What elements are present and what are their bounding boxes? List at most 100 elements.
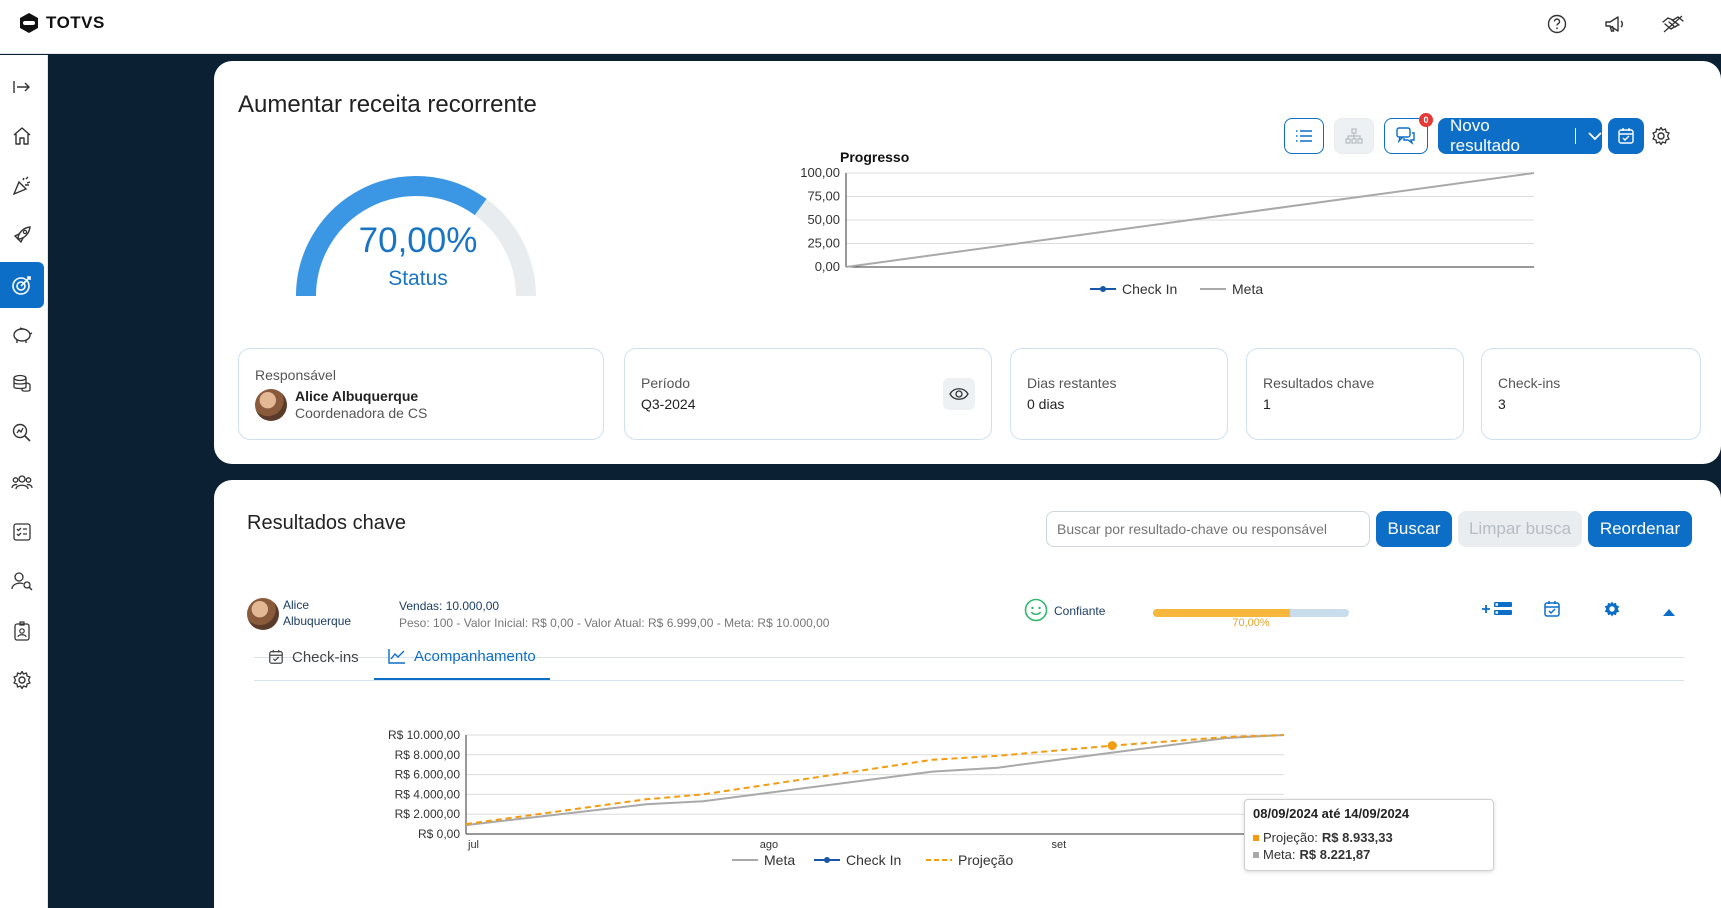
y-tick-label: 25,00 — [807, 236, 840, 251]
key-results-box: Resultados chave 1 — [1246, 348, 1464, 440]
team-icon[interactable] — [0, 459, 44, 505]
kr-settings-button[interactable] — [1603, 600, 1621, 623]
collapse-button[interactable] — [1662, 604, 1676, 622]
badge-icon[interactable] — [0, 608, 44, 654]
analytics-icon[interactable] — [0, 410, 44, 456]
comments-button[interactable]: 0 — [1384, 113, 1433, 154]
tab-acompanhamento[interactable]: Acompanhamento — [374, 634, 550, 680]
responsible-name: Alice Albuquerque — [295, 388, 419, 404]
y-tick-label: R$ 0,00 — [418, 827, 460, 841]
projection-swatch — [1253, 834, 1259, 841]
x-tick-label: set — [1052, 839, 1067, 851]
objective-settings-icon[interactable] — [1648, 123, 1674, 149]
gauge-fill — [296, 175, 487, 297]
top-bar: TOTVS — [0, 0, 1721, 54]
checkins-value: 3 — [1498, 396, 1506, 412]
megaphone-icon[interactable] — [1603, 12, 1627, 36]
checklist-icon[interactable] — [0, 509, 44, 555]
kr-owner-last: Albuquerque — [283, 614, 352, 628]
tabs-divider — [254, 680, 1684, 681]
objective-title: Aumentar receita recorrente — [238, 91, 537, 118]
chat-icon — [1396, 127, 1415, 145]
tooltip-title: 08/09/2024 até 14/09/2024 — [1253, 806, 1410, 821]
key-results-label: Resultados chave — [1263, 375, 1375, 391]
legend-marker — [824, 857, 830, 863]
legend-marker — [1100, 286, 1106, 292]
tooltip-meta-row: Meta: R$ 8.221,87 — [1253, 846, 1485, 863]
key-results-value: 1 — [1263, 396, 1271, 412]
list-view-button[interactable] — [1284, 118, 1324, 154]
coins-icon[interactable] — [0, 360, 44, 406]
y-tick-label: R$ 10.000,00 — [388, 728, 460, 742]
kr-progress-fill — [1153, 609, 1291, 617]
tooltip-projection-row: Projeção: R$ 8.933,33 — [1253, 829, 1485, 846]
calendar-check-icon — [1544, 601, 1560, 617]
y-tick-label: 0,00 — [815, 259, 840, 274]
kr-name[interactable]: Vendas: 10.000,00 — [399, 599, 500, 613]
y-tick-label: R$ 4.000,00 — [395, 787, 461, 801]
confidence-label: Confiante — [1054, 604, 1106, 618]
help-icon[interactable] — [1545, 12, 1569, 36]
checkins-label: Check-ins — [1498, 375, 1561, 391]
avatar — [255, 389, 287, 421]
y-tick-label: R$ 6.000,00 — [395, 768, 461, 782]
responsible-role: Coordenadora de CS — [295, 405, 428, 421]
totvs-logo[interactable]: TOTVS — [18, 12, 105, 34]
series-line-meta — [845, 172, 1535, 268]
status-label: Status — [388, 267, 448, 290]
search-input[interactable] — [1046, 511, 1370, 547]
piggy-bank-icon[interactable] — [0, 311, 44, 357]
search-button[interactable]: Buscar — [1376, 511, 1452, 547]
settings-icon[interactable] — [0, 657, 44, 703]
tab-checkins-label: Check-ins — [292, 648, 359, 666]
tree-view-button[interactable] — [1334, 118, 1374, 154]
target-icon[interactable] — [0, 262, 44, 308]
sidebar — [0, 55, 48, 908]
meta-chart: Meta R$ 10.000,00 R$ 8.000,00 R$ 6.000,00 R$… — [388, 728, 1285, 868]
eye-icon[interactable] — [943, 378, 975, 410]
rocket-icon[interactable] — [0, 212, 44, 258]
legend-label: Meta — [764, 852, 795, 868]
user-search-icon[interactable] — [0, 558, 44, 604]
kr-calendar-button[interactable] — [1543, 600, 1561, 623]
new-result-button[interactable]: Novo resultado — [1438, 116, 1602, 155]
meta-swatch — [1253, 851, 1259, 858]
calendar-check-icon — [1618, 128, 1634, 144]
calendar-check-button[interactable] — [1608, 118, 1644, 154]
handshake-icon[interactable] — [1661, 12, 1685, 36]
days-value: 0 dias — [1027, 396, 1065, 412]
brand-name: TOTVS — [46, 13, 105, 32]
kr-progress-bar — [1153, 609, 1349, 617]
caret-up-icon — [1663, 609, 1675, 616]
chart-title: Progresso — [840, 149, 909, 165]
gear-icon — [1604, 601, 1620, 617]
totvs-logo-icon — [20, 13, 38, 33]
kr-owner-first: Alice — [283, 598, 310, 612]
list-icon — [1296, 130, 1312, 142]
period-box: Período Q3-2024 — [624, 348, 992, 440]
y-tick-label: R$ 8.000,00 — [395, 748, 461, 762]
kr-progress-label: 70,00% — [1232, 617, 1270, 629]
days-label: Dias restantes — [1027, 375, 1117, 391]
clear-search-button[interactable]: Limpar busca — [1458, 511, 1582, 547]
x-tick-label: ago — [760, 839, 778, 851]
legend-label: Check In — [1122, 281, 1177, 297]
y-tick-label: 100,00 — [800, 165, 840, 180]
expand-icon[interactable] — [0, 64, 44, 110]
party-icon[interactable] — [0, 163, 44, 209]
series-line-meta — [465, 734, 1285, 827]
calendar-check-icon — [269, 649, 283, 664]
series-line-projeção — [465, 734, 1285, 826]
add-checkin-button[interactable] — [1480, 600, 1516, 623]
reorder-button[interactable]: Reordenar — [1588, 511, 1692, 547]
key-results-title: Resultados chave — [247, 512, 406, 534]
tab-checkins[interactable]: Check-ins — [268, 634, 359, 680]
legend-label: Meta — [1232, 281, 1263, 297]
home-icon[interactable] — [0, 113, 44, 159]
highlight-point — [1107, 741, 1117, 751]
status-gauge — [296, 175, 536, 297]
new-result-label: Novo resultado — [1450, 116, 1520, 155]
objective-card: Aumentar receita recorrente 0 Novo resul… — [214, 61, 1721, 464]
chevron-down-icon[interactable] — [1588, 131, 1602, 141]
row-divider — [254, 657, 1684, 658]
